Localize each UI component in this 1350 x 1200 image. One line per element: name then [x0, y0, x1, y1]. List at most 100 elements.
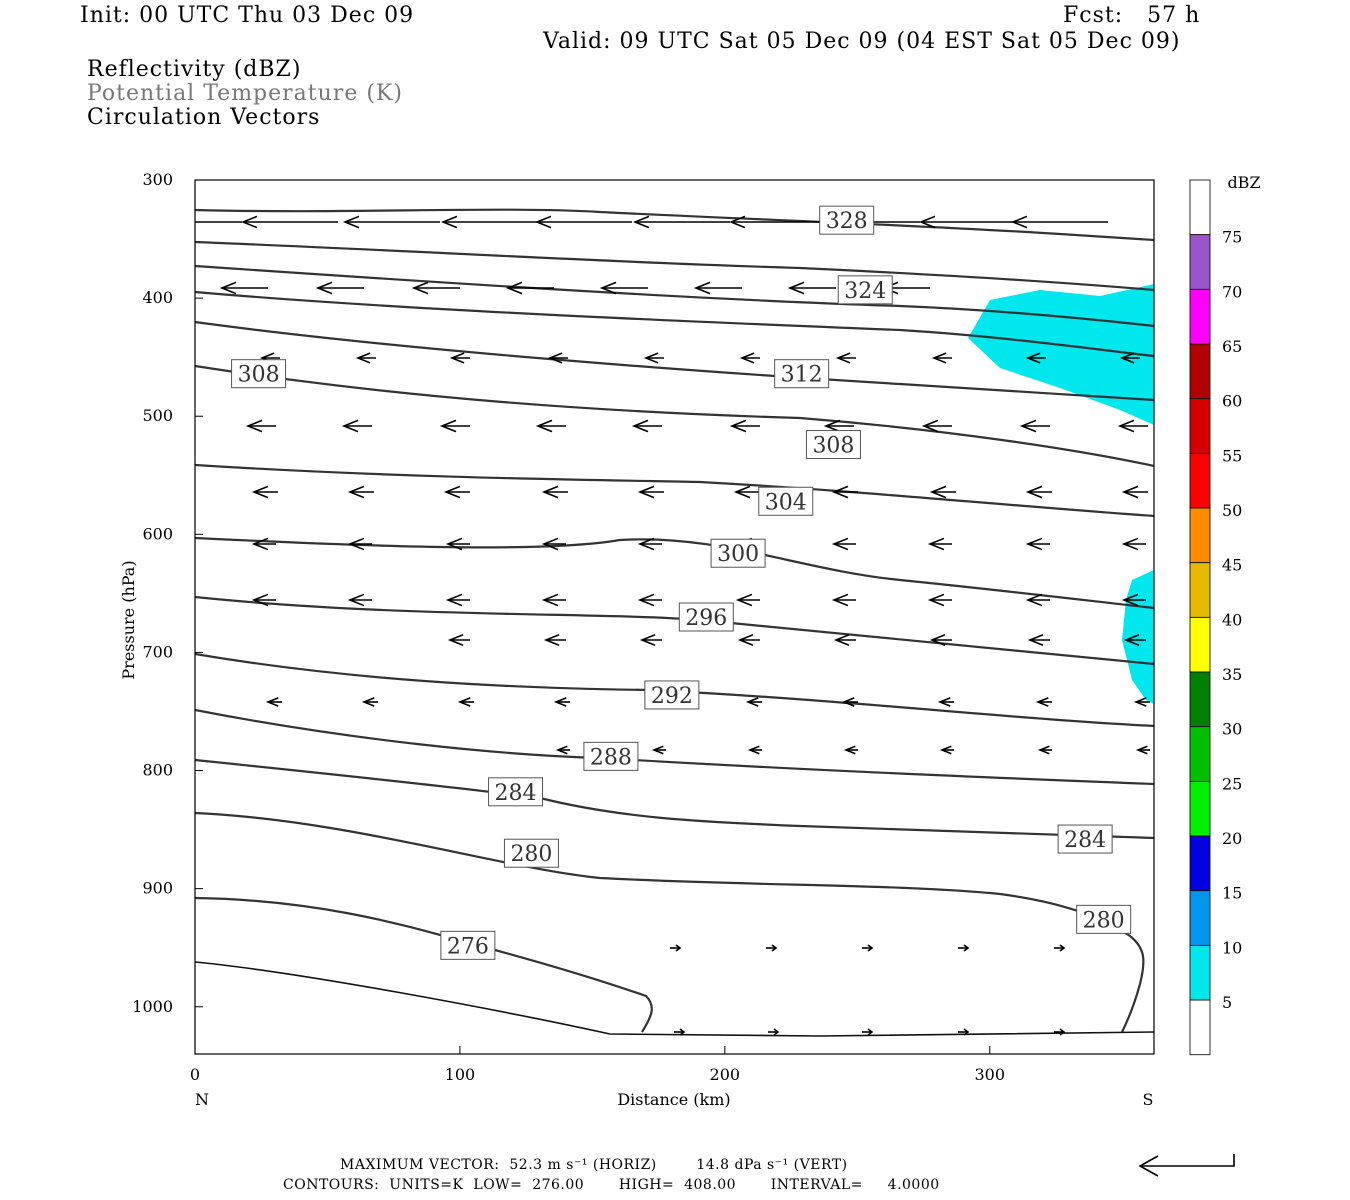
- contour-label-box: [678, 602, 734, 632]
- wind-vector: [1054, 1028, 1066, 1036]
- y-tick-label: 800: [142, 761, 173, 780]
- colorbar-label: 25: [1222, 774, 1242, 793]
- wind-vector: [862, 1028, 874, 1036]
- wind-vector: [739, 352, 760, 364]
- contour-label: 300: [717, 542, 759, 567]
- contours-info-text: CONTOURS: UNITS=K LOW= 276.00 HIGH= 408.…: [283, 1177, 940, 1193]
- surface-contour: [195, 961, 1154, 1037]
- colorbar-segment: [1189, 234, 1211, 290]
- contour-line: [195, 364, 1154, 468]
- south-label: S: [1143, 1090, 1154, 1109]
- colorbar-label: 65: [1222, 337, 1242, 356]
- contour-label-box: [503, 838, 559, 868]
- contour-label-box: [1076, 904, 1132, 934]
- wind-vector: [1025, 537, 1050, 551]
- wind-vector: [445, 593, 470, 607]
- wind-vector: [553, 697, 570, 707]
- contour-line: [195, 264, 1154, 328]
- colorbar-segment: [1189, 616, 1211, 673]
- circulation-vectors: [195, 215, 1150, 1036]
- contour-label: 284: [1064, 828, 1106, 853]
- wind-vector: [445, 537, 470, 551]
- wind-vector: [927, 593, 952, 607]
- wind-vector: [639, 634, 662, 646]
- reflectivity-area-upper: [968, 284, 1154, 425]
- contour-line: [195, 708, 1154, 786]
- wind-vector: [931, 352, 952, 364]
- contour-line: [195, 758, 1154, 840]
- colorbar-label: 55: [1222, 446, 1242, 465]
- contour-label-box: [1057, 824, 1113, 854]
- wind-vector: [505, 281, 554, 295]
- contour-label-box: [644, 680, 700, 710]
- reflectivity-area-lower: [1122, 570, 1154, 704]
- field-potential-temperature: Potential Temperature (K): [87, 81, 403, 106]
- contour-label: 308: [238, 363, 280, 388]
- colorbar-label: 30: [1222, 720, 1242, 739]
- contour-label-box: [805, 430, 861, 460]
- wind-vector: [1025, 485, 1052, 499]
- y-tick-label: 700: [142, 642, 173, 661]
- colorbar-label: 10: [1222, 938, 1242, 957]
- wind-vector: [637, 485, 664, 499]
- x-tick-label: 300: [974, 1065, 1005, 1084]
- wind-vector: [251, 593, 276, 607]
- colorbar-segment: [1189, 944, 1211, 1001]
- colorbar-label: 5: [1222, 993, 1232, 1012]
- contour-label-box: [819, 205, 875, 235]
- wind-vector: [843, 745, 858, 755]
- contour-label: 280: [1083, 908, 1125, 933]
- colorbar-segment: [1189, 452, 1211, 509]
- field-circulation-vectors: Circulation Vectors: [87, 105, 321, 130]
- wind-vector: [768, 1028, 780, 1036]
- contour-label-box: [710, 538, 766, 568]
- colorbar-segment: [1189, 507, 1211, 564]
- x-tick-label: 0: [190, 1065, 200, 1084]
- wind-vector: [251, 485, 278, 499]
- wind-vector: [831, 537, 856, 551]
- contour-line: [195, 290, 1154, 358]
- reflectivity-fill: [968, 284, 1154, 704]
- wind-vector: [787, 281, 836, 295]
- wind-vector: [831, 485, 858, 499]
- contour-label: 304: [765, 490, 807, 515]
- wind-vector: [835, 352, 856, 364]
- contour-line: [195, 595, 1154, 666]
- wind-vector: [555, 745, 570, 755]
- contour-label: 312: [781, 363, 823, 388]
- wind-vector: [543, 634, 566, 646]
- wind-vector: [534, 215, 632, 229]
- wind-vector: [823, 419, 854, 433]
- contour-label: 288: [590, 745, 632, 770]
- wind-vector: [439, 419, 470, 433]
- wind-vector: [831, 593, 856, 607]
- colorbar-segment: [1189, 780, 1211, 837]
- colorbar-segment: [1189, 179, 1211, 236]
- x-tick-label: 200: [710, 1065, 741, 1084]
- wind-vector: [670, 944, 682, 952]
- wind-vector: [1027, 634, 1050, 646]
- max-vector-text: MAXIMUM VECTOR: 52.3 m s⁻¹ (HORIZ) 14.8 …: [340, 1157, 848, 1173]
- wind-vector: [927, 537, 952, 551]
- forecast-hour: Fcst: 57 h: [1063, 3, 1201, 28]
- colorbar-label: 15: [1222, 884, 1242, 903]
- wind-vector: [1037, 745, 1052, 755]
- colorbar-label: 35: [1222, 665, 1242, 684]
- wind-vector: [1010, 215, 1108, 229]
- contour-line: [195, 536, 1154, 610]
- wind-vector: [1121, 537, 1146, 551]
- wind-vector: [541, 593, 566, 607]
- wind-vector: [342, 215, 440, 229]
- y-tick-label: 300: [142, 170, 173, 189]
- colorbar-segment: [1189, 890, 1211, 946]
- wind-vector: [443, 485, 470, 499]
- colorbar-label: 40: [1222, 610, 1242, 629]
- contour-label-box: [583, 741, 639, 771]
- contour-label: 296: [685, 606, 727, 631]
- colorbar-segment: [1189, 835, 1211, 892]
- wind-vector: [440, 215, 538, 229]
- wind-vector: [1121, 485, 1148, 499]
- colorbar: 75 70 65 60 55 50 45 40 35 30 25 20 15 10 5: [1189, 179, 1242, 1056]
- wind-vector: [674, 1028, 686, 1036]
